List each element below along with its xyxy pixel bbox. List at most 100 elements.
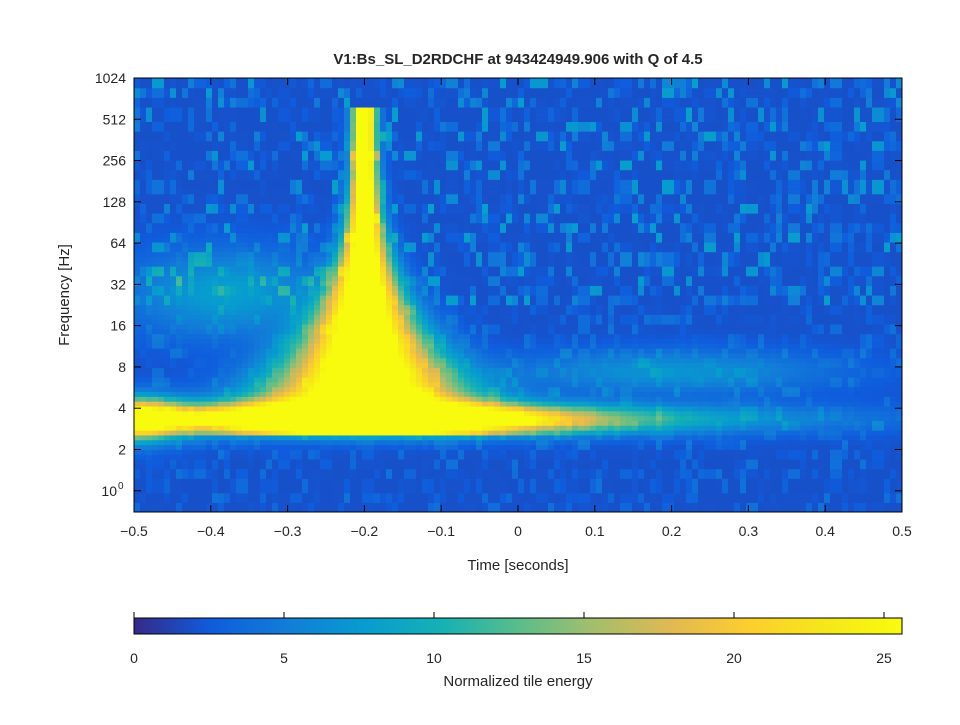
- heatmap-cell: [302, 290, 309, 296]
- heatmap-cell: [230, 280, 237, 286]
- heatmap-cell: [158, 309, 165, 315]
- heatmap-cell: [242, 304, 249, 311]
- heatmap-cell: [242, 367, 249, 373]
- heatmap-cell: [158, 164, 165, 171]
- heatmap-cell: [386, 463, 393, 470]
- heatmap-cell: [452, 483, 459, 489]
- heatmap-cell: [320, 502, 327, 508]
- heatmap-cell: [350, 222, 357, 229]
- heatmap-cell: [212, 203, 219, 209]
- heatmap-cell: [368, 473, 375, 479]
- heatmap-cell: [434, 208, 441, 214]
- heatmap-cell: [176, 420, 183, 426]
- heatmap-cell: [386, 468, 393, 475]
- heatmap-cell: [446, 135, 453, 142]
- heatmap-cell: [404, 386, 411, 393]
- heatmap-cell: [206, 184, 213, 190]
- heatmap-cell: [230, 439, 237, 446]
- heatmap-cell: [164, 323, 171, 330]
- heatmap-cell: [290, 425, 297, 431]
- heatmap-cell: [284, 145, 291, 151]
- heatmap-cell: [272, 362, 279, 368]
- heatmap-cell: [356, 159, 363, 166]
- heatmap-cell: [350, 405, 357, 412]
- heatmap-cell: [302, 323, 309, 330]
- heatmap-cell: [236, 487, 243, 494]
- heatmap-cell: [326, 314, 333, 320]
- heatmap-cell: [398, 164, 405, 171]
- heatmap-cell: [266, 184, 273, 190]
- heatmap-cell: [200, 256, 207, 262]
- heatmap-cell: [398, 270, 405, 277]
- heatmap-cell: [242, 458, 249, 465]
- heatmap-cell: [356, 295, 363, 301]
- heatmap-cell: [230, 78, 237, 84]
- heatmap-cell: [374, 328, 381, 335]
- heatmap-cell: [302, 188, 309, 195]
- heatmap-cell: [464, 314, 471, 320]
- heatmap-cell: [428, 502, 435, 508]
- heatmap-cell: [380, 468, 387, 475]
- heatmap-cell: [422, 150, 429, 156]
- heatmap-cell: [458, 126, 465, 132]
- heatmap-cell: [404, 396, 411, 402]
- heatmap-cell: [326, 386, 333, 393]
- heatmap-cell: [440, 174, 447, 180]
- heatmap-cell: [302, 367, 309, 373]
- heatmap-cell: [380, 502, 387, 508]
- heatmap-cell: [182, 468, 189, 475]
- heatmap-cell: [464, 338, 471, 344]
- heatmap-cell: [194, 275, 201, 282]
- heatmap-cell: [218, 111, 225, 118]
- heatmap-cell: [230, 319, 237, 325]
- heatmap-cell: [188, 193, 195, 200]
- heatmap-cell: [362, 126, 369, 132]
- heatmap-cell: [308, 478, 315, 484]
- heatmap-cell: [206, 391, 213, 397]
- heatmap-cell: [458, 111, 465, 118]
- heatmap-cell: [188, 237, 195, 243]
- heatmap-cell: [272, 106, 279, 113]
- heatmap-cell: [290, 179, 297, 185]
- heatmap-cell: [266, 270, 273, 277]
- heatmap-cell: [302, 328, 309, 335]
- heatmap-cell: [386, 487, 393, 494]
- heatmap-cell: [296, 106, 303, 113]
- heatmap-cell: [140, 328, 147, 335]
- heatmap-cell: [452, 304, 459, 311]
- heatmap-cell: [458, 415, 465, 421]
- heatmap-cell: [308, 415, 315, 421]
- heatmap-cell: [200, 280, 207, 286]
- heatmap-cell: [416, 478, 423, 484]
- heatmap-cell: [194, 198, 201, 204]
- heatmap-cell: [326, 507, 333, 512]
- heatmap-cell: [308, 454, 315, 460]
- heatmap-cell: [452, 150, 459, 156]
- heatmap-cell: [458, 319, 465, 325]
- heatmap-cell: [236, 319, 243, 325]
- heatmap-cell: [452, 232, 459, 238]
- heatmap-cell: [440, 193, 447, 200]
- heatmap-cell: [212, 454, 219, 460]
- heatmap-cell: [278, 82, 285, 89]
- heatmap-cell: [344, 174, 351, 180]
- heatmap-cell: [290, 497, 297, 503]
- heatmap-cell: [392, 164, 399, 171]
- heatmap-cell: [350, 492, 357, 499]
- heatmap-cell: [194, 266, 201, 272]
- heatmap-cell: [248, 256, 255, 262]
- heatmap-cell: [374, 309, 381, 315]
- heatmap-cell: [218, 285, 225, 291]
- heatmap-cell: [194, 203, 201, 209]
- heatmap-cell: [188, 179, 195, 185]
- heatmap-cell: [284, 497, 291, 503]
- heatmap-cell: [254, 410, 261, 417]
- heatmap-cell: [386, 430, 393, 436]
- heatmap-cell: [452, 372, 459, 378]
- heatmap-cell: [446, 468, 453, 475]
- heatmap-cell: [176, 381, 183, 388]
- heatmap-cell: [230, 483, 237, 489]
- heatmap-cell: [362, 232, 369, 238]
- heatmap-cell: [170, 275, 177, 282]
- heatmap-cell: [302, 439, 309, 446]
